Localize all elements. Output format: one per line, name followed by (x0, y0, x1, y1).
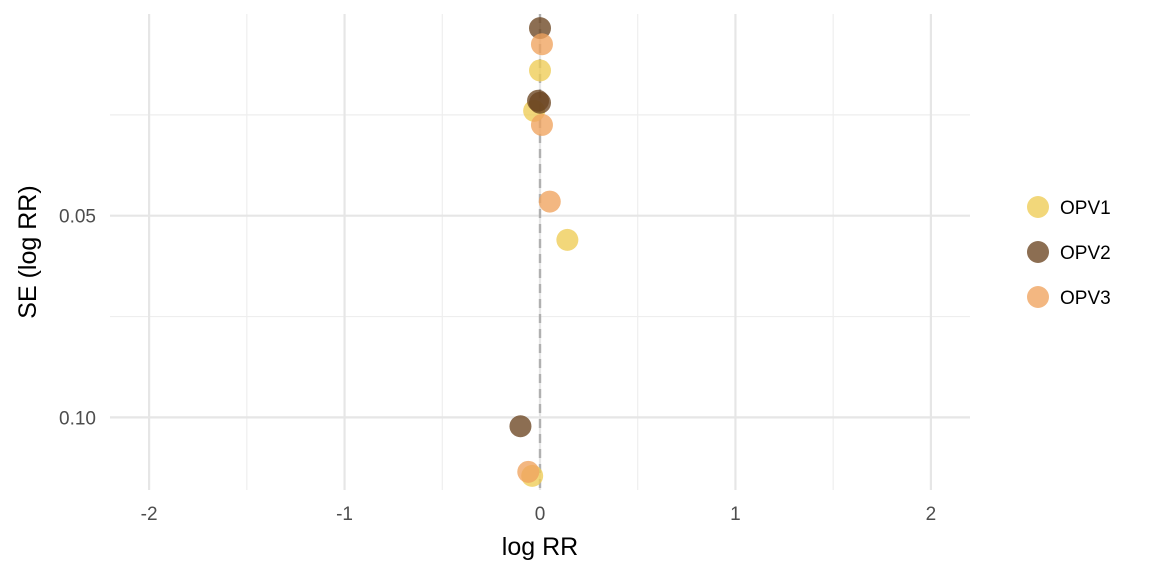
data-point-opv3 (530, 33, 553, 56)
legend-label: OPV1 (1060, 198, 1111, 219)
x-tick-label: 0 (535, 504, 546, 525)
legend-label: OPV3 (1060, 288, 1111, 309)
legend: OPV1 OPV2 OPV3 (1027, 196, 1111, 309)
legend-label: OPV2 (1060, 243, 1111, 264)
x-axis-title: log RR (502, 533, 578, 561)
data-point-opv2 (529, 17, 551, 40)
data-point-opv1 (556, 228, 579, 251)
x-tick-label: -1 (336, 504, 353, 525)
x-tick-label: -2 (141, 504, 158, 525)
legend-swatch (1027, 196, 1049, 218)
y-tick-label: 0.10 (59, 408, 96, 429)
x-axis-ticks: -2 -1 0 1 2 (141, 504, 937, 525)
grid (110, 14, 970, 490)
data-point-opv3 (538, 190, 561, 213)
legend-item-opv2: OPV2 (1027, 241, 1111, 264)
data-point-opv2 (527, 89, 550, 112)
y-axis-title: SE (log RR) (14, 185, 42, 318)
y-axis-ticks: 0.05 0.10 (59, 207, 96, 430)
legend-swatch (1027, 241, 1049, 263)
y-tick-label: 0.05 (59, 207, 96, 228)
legend-item-opv1: OPV1 (1027, 196, 1111, 219)
legend-swatch (1027, 286, 1049, 308)
x-tick-label: 2 (926, 504, 937, 525)
data-point-opv1 (529, 59, 551, 82)
data-point-opv3 (517, 460, 540, 483)
legend-item-opv3: OPV3 (1027, 286, 1111, 309)
data-point-opv3 (530, 113, 553, 136)
data-points (509, 17, 579, 487)
data-point-opv2 (509, 415, 532, 438)
x-tick-label: 1 (730, 504, 741, 525)
